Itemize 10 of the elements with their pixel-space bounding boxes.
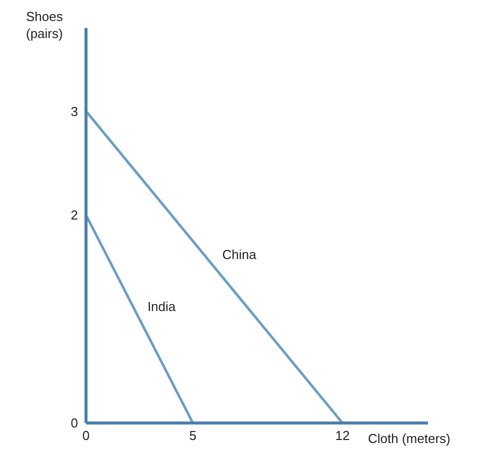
x-axis-title: Cloth (meters)	[368, 431, 450, 446]
y-tick-label: 3	[70, 104, 78, 119]
y-axis-title: Shoes (pairs)	[26, 8, 64, 42]
series-label: India	[147, 299, 176, 314]
y-tick-label: 0	[70, 416, 78, 431]
x-tick-label: 0	[82, 428, 90, 444]
x-tick-label: 12	[335, 428, 350, 444]
y-tick-label: 2	[70, 208, 78, 223]
x-tick-label: 5	[189, 428, 196, 444]
series-label: China	[222, 247, 257, 262]
